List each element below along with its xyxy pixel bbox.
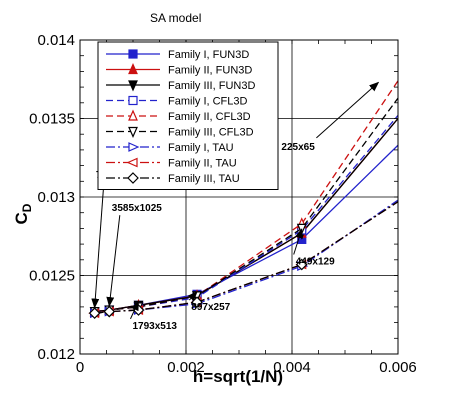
legend-label: Family I, CFL3D: [168, 96, 248, 108]
x-tick-label: 0.004: [273, 359, 311, 376]
data-point-marker: [295, 258, 308, 271]
axis-ticks: 0 0.002 0.004 0.006 0.012 0.0125 0.013 0.0135 0.…: [29, 32, 417, 376]
x-tick-label: 0.002: [167, 359, 205, 376]
grid-size-annotation: 449x129: [296, 257, 335, 268]
series-9: [88, 201, 398, 320]
annotation-arrow: [130, 300, 139, 320]
legend-marker: [128, 95, 138, 106]
annotation-arrow: [316, 81, 380, 139]
legend-marker: [128, 142, 140, 152]
legend-marker: [126, 157, 138, 168]
legend-entry: Family II, CFL3D: [106, 109, 251, 123]
legend-label: Family II, TAU: [168, 158, 237, 170]
legend: Family I, FUN3D Family II, FUN3D Family II…: [97, 41, 279, 190]
y-axis-title: CD: [12, 203, 34, 224]
grid-size-annotation: 897x257: [191, 302, 230, 313]
data-point-marker: [103, 305, 116, 318]
annotation-arrow: [91, 182, 105, 309]
y-tick-label: 0.013: [37, 189, 75, 206]
legend-marker: [128, 49, 138, 59]
legend-label: Family II, FUN3D: [168, 65, 252, 77]
legend-marker: [128, 126, 138, 138]
legend-marker: [127, 172, 139, 184]
legend-label: Family I, FUN3D: [168, 49, 249, 61]
legend-entry: Family II, TAU: [106, 158, 237, 170]
legend-entry: Family II, FUN3D: [106, 63, 252, 77]
legend-entry: Family I, CFL3D: [106, 96, 248, 108]
annotation-arrow: [187, 291, 198, 302]
y-axis-title-subscript: D: [20, 203, 34, 212]
y-tick-label: 0.0135: [29, 111, 75, 128]
legend-entry: Family III, FUN3D: [106, 80, 255, 92]
chart-title: SA model: [150, 11, 201, 25]
data-point-marker: [88, 307, 101, 320]
annotation-arrow: [293, 228, 303, 255]
legend-marker: [128, 80, 138, 92]
y-tick-label: 0.012: [37, 346, 75, 363]
grid-size-annotation: 225x65: [281, 142, 315, 153]
y-tick-label: 0.0125: [29, 268, 75, 285]
legend-label: Family I, TAU: [168, 142, 234, 154]
x-axis-title: h=sqrt(1/N): [193, 367, 283, 386]
legend-entry: Family I, FUN3D: [106, 49, 249, 61]
legend-marker: [128, 109, 138, 121]
legend-label: Family III, CFL3D: [168, 127, 254, 139]
legend-marker: [128, 63, 138, 75]
y-tick-label: 0.014: [37, 32, 75, 49]
legend-label: Family II, CFL3D: [168, 111, 251, 123]
y-axis-title-main: C: [12, 212, 31, 224]
grid-size-annotation: 1793x513: [132, 321, 177, 332]
x-tick-label: 0: [76, 359, 84, 376]
grid-size-annotation: 3585x1025: [112, 203, 162, 214]
legend-label: Family III, TAU: [168, 173, 240, 185]
annotation-arrow: [106, 215, 121, 308]
legend-entry: Family III, CFL3D: [106, 127, 254, 139]
legend-entry: Family III, TAU: [106, 172, 240, 185]
x-tick-label: 0.006: [379, 359, 417, 376]
legend-label: Family III, FUN3D: [168, 80, 255, 92]
legend-entry: Family I, TAU: [106, 142, 234, 154]
